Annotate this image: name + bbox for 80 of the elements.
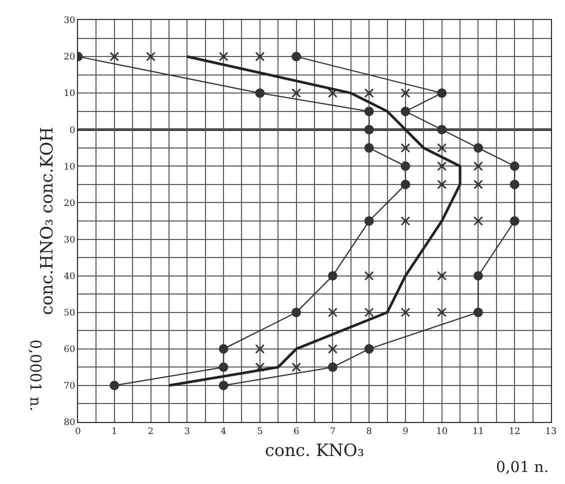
y-tick-label: 20 [64,198,76,209]
point [473,308,483,318]
point [218,344,228,354]
point [400,216,410,226]
x-tick-label: 6 [293,426,300,437]
point [400,106,410,116]
point [218,380,228,390]
point [437,308,447,318]
y-tick-label: 70 [64,382,76,392]
point [328,271,338,281]
point [364,271,374,281]
point [255,52,265,62]
point [110,380,120,390]
x-tick-label: 3 [184,426,190,437]
y-axis-title: conc.HNO₃ conc.KOH [37,126,58,316]
point [437,143,447,153]
x-tick-label: 9 [402,426,409,437]
point [328,308,338,318]
point [218,362,228,372]
point [510,161,520,171]
point [437,161,447,171]
point [473,216,483,226]
point [437,180,447,190]
point [510,216,520,226]
y-tick-label: 80 [64,418,76,428]
x-tick-label: 12 [508,426,520,437]
point [437,124,447,134]
text: 0,01 n. [496,458,549,476]
point [364,88,374,98]
point [292,308,302,318]
y-tick-label: 30 [64,235,76,246]
point [364,124,374,134]
point [400,308,410,318]
x-tick-label: 10 [436,426,448,437]
point [218,52,228,62]
point [473,271,483,281]
point [255,362,265,372]
point [328,362,338,372]
point [146,52,156,62]
x-tick-label: 8 [366,426,372,437]
y-tick-label: 50 [64,308,76,319]
x-tick-label: 4 [220,426,227,437]
point [110,52,120,62]
point [364,216,374,226]
point [364,143,374,153]
point [400,88,410,98]
y-tick-label: 20 [64,52,76,63]
x-axis-title: conc. KNO₃ [264,441,364,462]
point [473,180,483,190]
point [364,344,374,354]
y-tick-label: 30 [64,16,76,26]
x-tick-label: 13 [545,426,557,437]
point [292,362,302,372]
x-tick-label: 1 [112,426,118,437]
x-tick-label: 7 [330,426,336,437]
point [255,344,265,354]
point [473,143,483,153]
point [437,88,447,98]
point [292,88,302,98]
point [292,52,302,62]
point [328,344,338,354]
text: 0,0001 n. [26,340,44,412]
y-tick-label: 40 [64,272,76,282]
x-tick-label: 11 [472,426,484,437]
point [400,161,410,171]
point [510,180,520,190]
x-tick-label: 5 [257,426,264,437]
y-tick-label: 10 [64,89,76,100]
point [437,271,447,281]
point [364,106,374,116]
y-tick-label: 60 [64,345,76,356]
point [255,88,265,98]
point [473,161,483,171]
point [400,180,410,190]
point [328,88,338,98]
point [400,143,410,153]
point [364,308,374,318]
y-tick-label: 0 [69,126,76,136]
y-tick-label: 10 [64,162,76,172]
x-tick-label: 2 [148,426,154,437]
